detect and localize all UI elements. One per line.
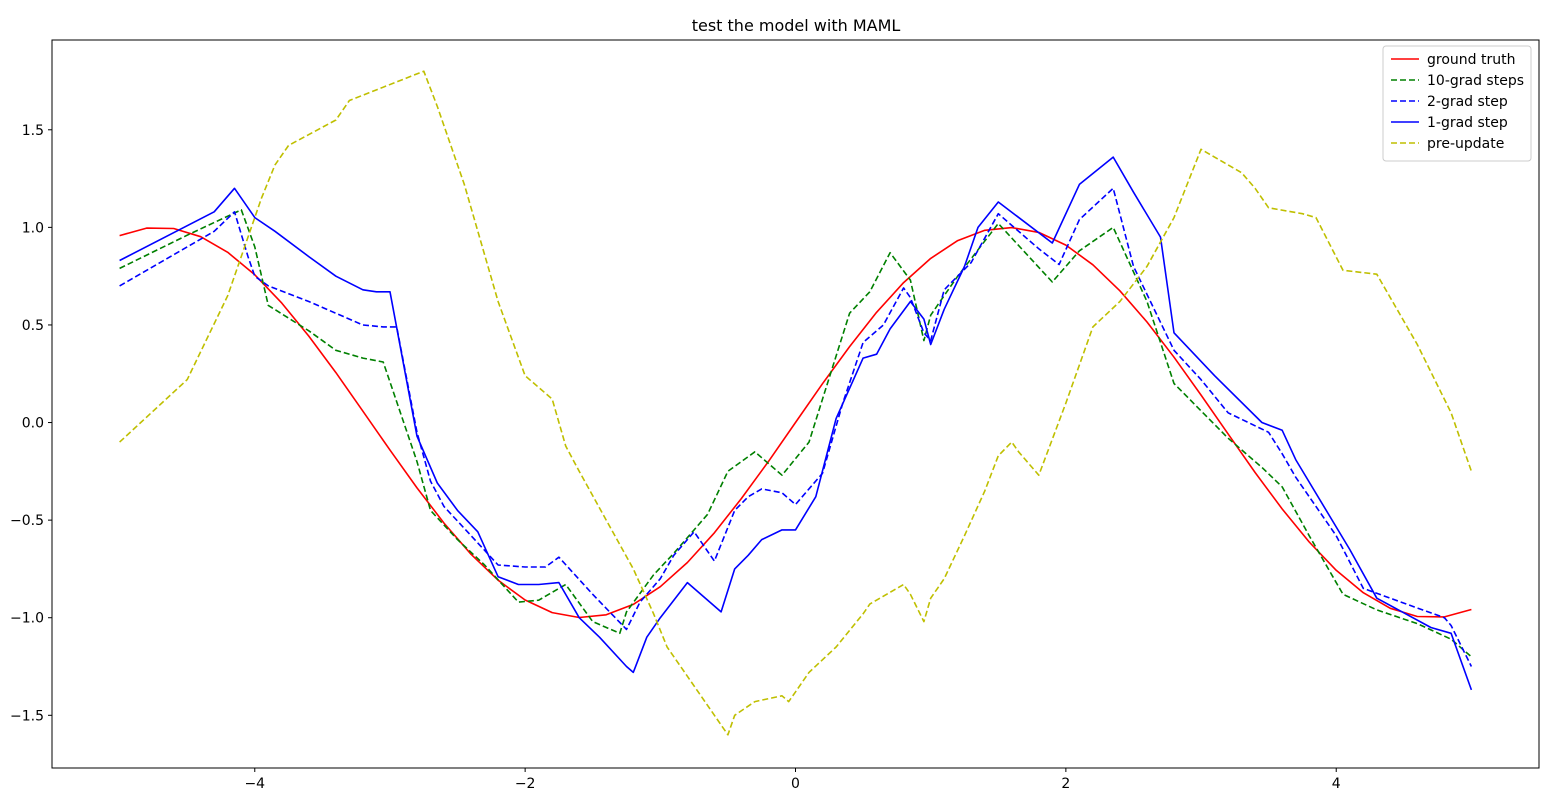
axes-frame	[51, 39, 1540, 769]
chart-title: test the model with MAML	[692, 16, 901, 35]
legend-entry: 10-grad steps	[1427, 73, 1524, 89]
series-line-10-grad-steps	[119, 209, 1472, 658]
legend-entry: pre-update	[1427, 136, 1504, 152]
legend: ground truth 10-grad steps 2-grad step 1-gr…	[1382, 45, 1532, 162]
x-tick-label: 0	[791, 776, 800, 792]
x-axis: −4 −2 0 2 4	[244, 768, 1341, 792]
x-tick-label: −4	[244, 776, 265, 792]
legend-entry: ground truth	[1427, 52, 1515, 68]
y-tick-label: −0.5	[10, 513, 44, 529]
y-tick-label: 0.0	[22, 416, 44, 432]
x-tick-label: 4	[1332, 776, 1341, 792]
series-line-1-grad-step	[119, 156, 1473, 691]
series-line-ground-truth	[119, 226, 1472, 619]
x-tick-label: −2	[515, 776, 536, 792]
y-tick-label: −1.5	[10, 708, 44, 724]
legend-entry: 2-grad step	[1427, 94, 1508, 110]
x-tick-label: 2	[1061, 776, 1070, 792]
plot-area	[51, 39, 1540, 769]
series-line-pre-update	[119, 70, 1473, 736]
y-axis: −1.5 −1.0 −0.5 0.0 0.5 1.0 1.5	[10, 123, 52, 724]
y-tick-label: −1.0	[10, 611, 44, 627]
legend-box	[1382, 45, 1532, 162]
series-group	[119, 70, 1473, 736]
series-line-2-grad-step	[119, 187, 1473, 667]
legend-entry: 1-grad step	[1427, 115, 1508, 131]
y-tick-label: 1.0	[22, 220, 44, 236]
y-tick-label: 1.5	[22, 123, 44, 139]
y-tick-label: 0.5	[22, 318, 44, 334]
